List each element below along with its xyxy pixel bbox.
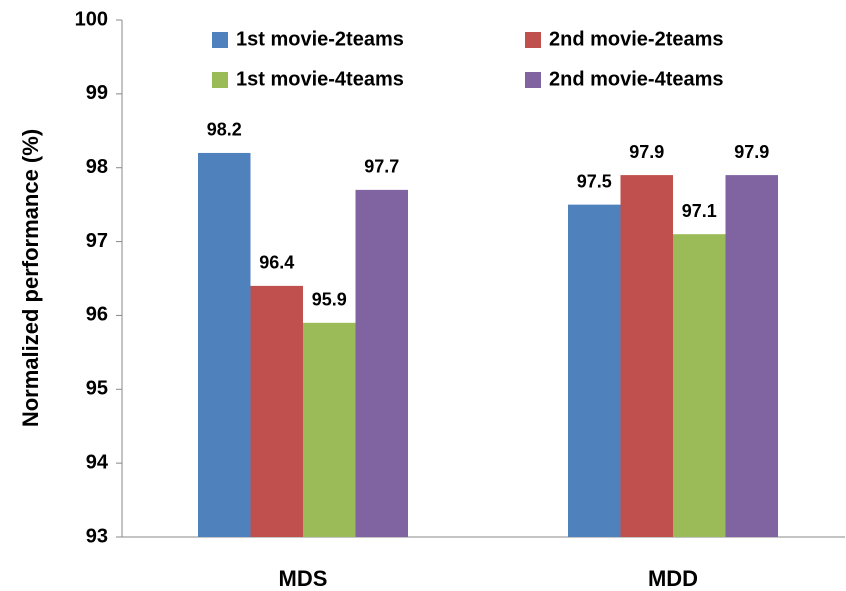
data-label: 97.1 — [682, 201, 717, 221]
legend-label: 1st movie-4teams — [236, 68, 404, 90]
bar — [620, 175, 673, 537]
data-label: 97.9 — [734, 142, 769, 162]
data-label: 97.7 — [364, 157, 399, 177]
bar — [198, 152, 251, 537]
x-tick-label: MDD — [648, 566, 698, 591]
data-label: 98.2 — [207, 120, 242, 140]
y-tick-label: 98 — [86, 156, 108, 178]
data-label: 97.5 — [577, 171, 612, 191]
data-label: 95.9 — [312, 290, 347, 310]
bar — [673, 234, 726, 537]
y-tick-label: 99 — [86, 82, 108, 104]
x-tick-label: MDS — [279, 566, 328, 591]
y-tick-label: 97 — [86, 230, 108, 252]
legend-swatch — [525, 72, 541, 88]
bar — [355, 189, 408, 537]
y-tick-label: 94 — [86, 451, 109, 473]
bar — [250, 285, 303, 537]
y-tick-label: 96 — [86, 304, 108, 326]
bar — [568, 204, 621, 537]
y-axis-title: Normalized performance (%) — [18, 129, 43, 427]
bar — [725, 175, 778, 537]
data-label: 97.9 — [629, 142, 664, 162]
y-tick-label: 93 — [86, 525, 108, 547]
legend-label: 2nd movie-2teams — [549, 28, 724, 50]
data-label: 96.4 — [259, 253, 294, 273]
legend-swatch — [212, 32, 228, 48]
bar — [303, 322, 356, 537]
legend-label: 1st movie-2teams — [236, 28, 404, 50]
y-tick-label: 100 — [75, 8, 108, 30]
legend-label: 2nd movie-4teams — [549, 68, 724, 90]
y-tick-label: 95 — [86, 378, 108, 400]
legend-swatch — [212, 72, 228, 88]
legend-swatch — [525, 32, 541, 48]
